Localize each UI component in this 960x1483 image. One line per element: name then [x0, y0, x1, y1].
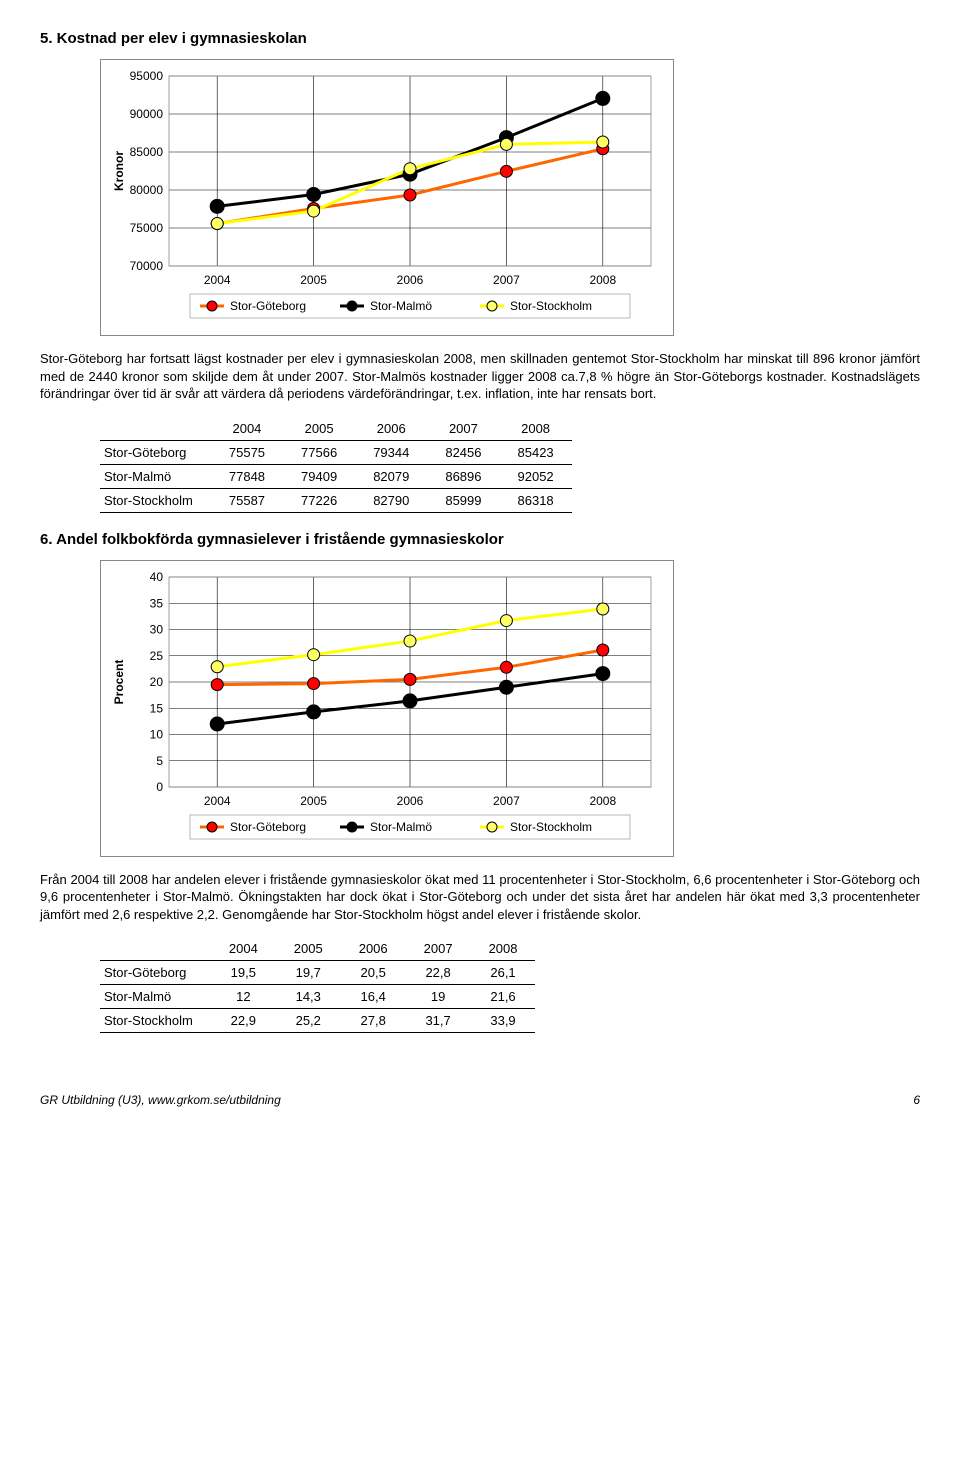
table-rowhead: Stor-Göteborg: [100, 440, 211, 464]
table-cell: 25,2: [276, 1009, 341, 1033]
table-cell: 12: [211, 985, 276, 1009]
table-col-header: 2008: [471, 937, 536, 961]
table1: 20042005200620072008Stor-Göteborg7557577…: [100, 417, 572, 513]
table-cell: 75587: [211, 488, 283, 512]
svg-text:90000: 90000: [130, 107, 164, 121]
table-col-header: 2006: [341, 937, 406, 961]
svg-text:75000: 75000: [130, 221, 164, 235]
svg-text:10: 10: [150, 727, 164, 741]
svg-text:15: 15: [150, 701, 164, 715]
table-cell: 22,8: [406, 961, 471, 985]
svg-text:5: 5: [156, 753, 163, 767]
svg-text:Stor-Malmö: Stor-Malmö: [370, 299, 432, 313]
table-row: Stor-Göteborg7557577566793448245685423: [100, 440, 572, 464]
section6-body: Från 2004 till 2008 har andelen elever i…: [40, 871, 920, 924]
table-cell: 77566: [283, 440, 355, 464]
svg-text:Stor-Malmö: Stor-Malmö: [370, 820, 432, 834]
section5-body: Stor-Göteborg har fortsatt lägst kostnad…: [40, 350, 920, 403]
table-cell: 19,5: [211, 961, 276, 985]
svg-text:Kronor: Kronor: [112, 151, 126, 191]
table-cell: 21,6: [471, 985, 536, 1009]
svg-text:2005: 2005: [300, 273, 327, 287]
svg-text:Stor-Göteborg: Stor-Göteborg: [230, 299, 306, 313]
table-cell: 86896: [427, 464, 499, 488]
svg-text:80000: 80000: [130, 183, 164, 197]
svg-text:95000: 95000: [130, 69, 164, 83]
table-cell: 20,5: [341, 961, 406, 985]
table-cell: 92052: [500, 464, 572, 488]
table-rowhead: Stor-Stockholm: [100, 488, 211, 512]
svg-text:20: 20: [150, 675, 164, 689]
table-rowhead: Stor-Stockholm: [100, 1009, 211, 1033]
table-cell: 77848: [211, 464, 283, 488]
table-cell: 85999: [427, 488, 499, 512]
table-cell: 82790: [355, 488, 427, 512]
table-cell: 79344: [355, 440, 427, 464]
table-cell: 75575: [211, 440, 283, 464]
table-col-header: 2006: [355, 417, 427, 441]
table-cell: 22,9: [211, 1009, 276, 1033]
chart1-container: 70000 75000 80000 85000 90000 95000 2004 2005 20…: [100, 59, 920, 336]
svg-text:40: 40: [150, 570, 164, 584]
section5-title: 5. Kostnad per elev i gymnasieskolan: [40, 30, 920, 47]
table-col-header: 2007: [406, 937, 471, 961]
table-col-header: 2004: [211, 937, 276, 961]
table-row: Stor-Malmö7784879409820798689692052: [100, 464, 572, 488]
svg-text:30: 30: [150, 622, 164, 636]
table-cell: 14,3: [276, 985, 341, 1009]
svg-text:2006: 2006: [397, 273, 424, 287]
table-cell: 79409: [283, 464, 355, 488]
svg-text:2004: 2004: [204, 273, 231, 287]
footer-left: GR Utbildning (U3), www.grkom.se/utbildn…: [40, 1093, 281, 1107]
table-col-header: 2005: [283, 417, 355, 441]
svg-text:Stor-Stockholm: Stor-Stockholm: [510, 820, 592, 834]
table-rowhead: Stor-Malmö: [100, 985, 211, 1009]
svg-text:2008: 2008: [589, 273, 616, 287]
table2: 20042005200620072008Stor-Göteborg19,519,…: [100, 937, 535, 1033]
footer-right: 6: [913, 1093, 920, 1107]
svg-text:2007: 2007: [493, 273, 520, 287]
svg-text:Stor-Göteborg: Stor-Göteborg: [230, 820, 306, 834]
svg-text:2005: 2005: [300, 794, 327, 808]
table-cell: 82456: [427, 440, 499, 464]
table-cell: 82079: [355, 464, 427, 488]
table-cell: 19: [406, 985, 471, 1009]
table-cell: 16,4: [341, 985, 406, 1009]
table-cell: 77226: [283, 488, 355, 512]
chart2-container: 0 5 10 15 20 25 30 35 40 2004 2005 2006 2007 2008 Proc…: [100, 560, 920, 857]
table-col-header: [100, 937, 211, 961]
page-footer: GR Utbildning (U3), www.grkom.se/utbildn…: [40, 1093, 920, 1107]
table-rowhead: Stor-Göteborg: [100, 961, 211, 985]
svg-text:25: 25: [150, 648, 164, 662]
svg-text:0: 0: [156, 780, 163, 794]
table-cell: 86318: [500, 488, 572, 512]
table-cell: 19,7: [276, 961, 341, 985]
table-col-header: 2004: [211, 417, 283, 441]
table-col-header: 2007: [427, 417, 499, 441]
svg-text:Procent: Procent: [112, 659, 126, 704]
table-cell: 31,7: [406, 1009, 471, 1033]
svg-text:2004: 2004: [204, 794, 231, 808]
section6-title: 6. Andel folkbokförda gymnasielever i fr…: [40, 531, 920, 548]
table-cell: 26,1: [471, 961, 536, 985]
table-rowhead: Stor-Malmö: [100, 464, 211, 488]
table-cell: 85423: [500, 440, 572, 464]
table-cell: 33,9: [471, 1009, 536, 1033]
table-row: Stor-Stockholm7558777226827908599986318: [100, 488, 572, 512]
svg-text:85000: 85000: [130, 145, 164, 159]
svg-text:Stor-Stockholm: Stor-Stockholm: [510, 299, 592, 313]
svg-text:70000: 70000: [130, 259, 164, 273]
table-col-header: [100, 417, 211, 441]
table-row: Stor-Stockholm22,925,227,831,733,9: [100, 1009, 535, 1033]
svg-text:2006: 2006: [397, 794, 424, 808]
table-cell: 27,8: [341, 1009, 406, 1033]
svg-text:2008: 2008: [589, 794, 616, 808]
svg-text:2007: 2007: [493, 794, 520, 808]
table-col-header: 2005: [276, 937, 341, 961]
svg-text:35: 35: [150, 596, 164, 610]
table-row: Stor-Malmö1214,316,41921,6: [100, 985, 535, 1009]
table-row: Stor-Göteborg19,519,720,522,826,1: [100, 961, 535, 985]
table-col-header: 2008: [500, 417, 572, 441]
